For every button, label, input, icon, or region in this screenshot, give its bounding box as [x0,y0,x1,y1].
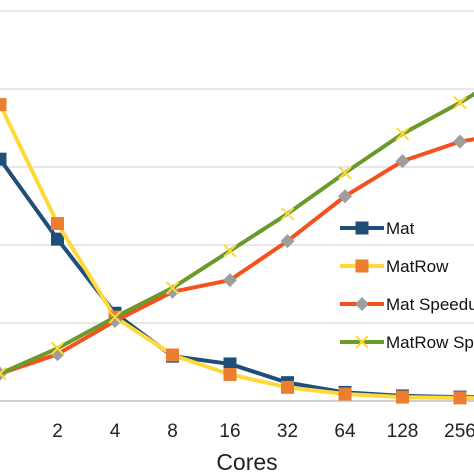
legend: Mat MatRow Mat Speedup MatRow Speedup [340,219,474,352]
data-point [280,234,295,249]
legend-item: MatRow [340,257,449,276]
data-point [338,189,352,204]
x-tick-label: 2 [52,421,63,442]
x-tick-label: 64 [334,421,356,442]
data-point [453,391,467,405]
series-line [0,137,474,376]
data-point [453,95,467,110]
data-point [0,152,7,166]
data-point [395,127,410,141]
data-point [395,154,410,169]
data-point [281,380,294,394]
data-point [338,166,352,180]
data-point [166,348,179,362]
data-point [223,357,237,371]
data-point [453,134,467,149]
data-point [0,366,7,381]
data-point [0,98,7,112]
data-point [223,273,237,288]
data-point [51,232,64,246]
legend-label: MatRow [386,257,449,276]
x-tick-label: 8 [167,421,178,442]
legend-item: MatRow Speedup [340,333,474,352]
data-point [223,367,237,381]
data-point [108,310,122,324]
legend-marker [355,297,369,311]
series-line [0,91,474,376]
legend-item: Mat Speedup [340,295,474,314]
legend-marker [355,335,369,349]
legend-label: Mat [386,219,415,238]
x-axis-title: Cores [216,449,277,474]
data-point [165,281,180,295]
legend-marker [355,259,369,273]
series-3 [0,91,474,381]
gridlines [0,10,474,324]
x-tick-label: 256 [444,421,474,442]
x-tick-label: 4 [110,421,121,442]
data-point [396,390,409,404]
legend-label: MatRow Speedup [386,333,474,352]
x-tick-labels: 24816326412825651 [52,421,474,442]
data-point [338,387,352,401]
data-point [51,217,64,231]
x-tick-label: 16 [219,421,240,442]
legend-marker [355,221,369,235]
data-point [50,341,65,356]
legend-item: Mat [340,219,415,238]
data-point [280,207,295,221]
series-layer [0,91,474,405]
x-tick-label: 32 [277,421,298,442]
legend-label: Mat Speedup [386,295,474,314]
x-tick-label: 128 [387,421,419,442]
data-point [223,244,237,258]
series-1 [0,98,474,405]
series-line [0,158,474,400]
series-line [0,103,474,401]
series-0 [0,152,474,404]
